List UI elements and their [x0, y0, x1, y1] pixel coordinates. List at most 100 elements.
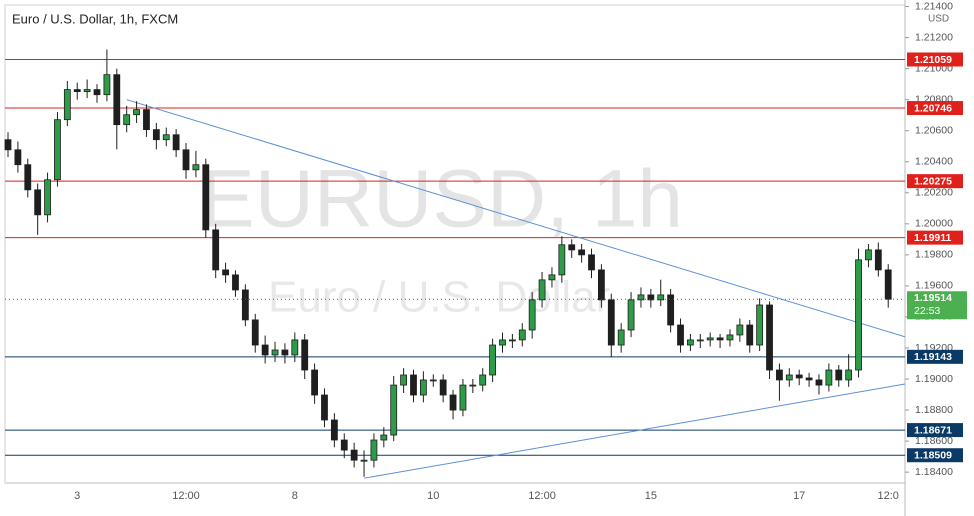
- candle-body: [202, 164, 210, 231]
- x-tick-label: 12:0: [877, 490, 898, 502]
- level-label-box: [907, 448, 963, 463]
- candle-body: [489, 344, 497, 376]
- candle-body: [73, 89, 81, 92]
- candle-body: [271, 349, 279, 356]
- candle-body: [785, 374, 793, 381]
- candle-body: [805, 377, 813, 381]
- candle-body: [360, 459, 368, 462]
- candle-body: [736, 324, 744, 336]
- candle-body: [63, 89, 71, 121]
- trendline: [126, 99, 906, 338]
- candle-body: [815, 379, 823, 386]
- candle-body: [588, 254, 595, 271]
- level-label: 1.20275: [914, 175, 952, 187]
- candle-body: [311, 369, 318, 396]
- candle-body: [449, 394, 457, 411]
- chart-title: Euro / U.S. Dollar, 1h, FXCM: [12, 11, 178, 26]
- candle-body: [825, 369, 833, 386]
- candle-body: [291, 339, 299, 356]
- candle-body: [133, 109, 140, 116]
- candle-body: [726, 334, 734, 341]
- candle-body: [34, 189, 42, 216]
- candle-body: [390, 384, 398, 436]
- x-tick-label: 17: [793, 490, 805, 502]
- y-tick-label: 1.21200: [915, 31, 953, 43]
- candle-body: [568, 244, 576, 251]
- watermark-subtitle: Euro / U.S. Dollar: [268, 273, 610, 322]
- candle-body: [855, 259, 862, 371]
- level-label: 1.21059: [914, 54, 952, 66]
- candle-body: [4, 139, 12, 151]
- level-label-box: [907, 101, 963, 116]
- candle-body: [508, 339, 516, 342]
- candle-body: [439, 379, 447, 396]
- level-label-box: [907, 174, 963, 189]
- candle-body: [617, 329, 625, 346]
- candle-body: [380, 434, 388, 441]
- y-tick-label: 1.19000: [915, 373, 953, 385]
- candle-body: [706, 337, 714, 341]
- y-tick-label: 1.20000: [915, 218, 953, 230]
- candle-body: [162, 134, 170, 141]
- y-tick-label: 1.21400: [915, 0, 953, 12]
- candle-body: [182, 149, 190, 171]
- candle-body: [14, 149, 22, 166]
- candle-body: [479, 374, 487, 386]
- y-tick-label: 1.20200: [915, 187, 953, 199]
- candle-body: [340, 439, 348, 451]
- candle-body: [607, 299, 615, 346]
- x-tick-label: 12:00: [528, 490, 556, 502]
- candle-body: [350, 449, 358, 461]
- candle-body: [459, 384, 467, 411]
- last-price-box: [907, 291, 967, 320]
- level-label: 1.19143: [914, 351, 952, 363]
- candle-body: [746, 324, 754, 346]
- candle-body: [212, 229, 220, 271]
- level-label-box: [907, 52, 963, 67]
- y-tick-label: 1.19800: [915, 249, 953, 261]
- candle-body: [835, 369, 843, 381]
- last-price-label: 1.19514: [914, 292, 952, 304]
- level-label-box: [907, 349, 963, 364]
- x-tick-label: 12:00: [172, 490, 200, 502]
- candle-body: [795, 374, 803, 379]
- candle-body: [429, 379, 437, 382]
- candle-body: [667, 294, 675, 326]
- candle-body: [845, 369, 853, 381]
- candle-body: [657, 294, 665, 301]
- candle-body: [528, 299, 536, 331]
- candle-body: [83, 89, 91, 92]
- level-label: 1.19911: [914, 232, 952, 244]
- x-tick-label: 10: [427, 490, 439, 502]
- candle-body: [756, 304, 764, 346]
- candle-body: [874, 249, 882, 271]
- candle-body: [598, 269, 605, 301]
- candle-body: [251, 319, 259, 346]
- candle-body: [321, 394, 328, 421]
- candle-body: [578, 249, 586, 256]
- candle-body: [677, 324, 684, 346]
- y-tick-label: 1.18800: [915, 404, 953, 416]
- y-tick-label: 1.18600: [915, 435, 953, 447]
- candle-body: [538, 279, 546, 301]
- level-label: 1.18671: [914, 424, 952, 436]
- trendline: [363, 383, 906, 479]
- y-tick-label: 1.19600: [915, 280, 953, 292]
- candle-body: [222, 269, 229, 276]
- candle-body: [776, 369, 783, 381]
- candle-body: [884, 269, 892, 300]
- level-label: 1.18509: [914, 450, 952, 462]
- candle-body: [123, 114, 131, 126]
- countdown-label: 22:53: [914, 305, 940, 317]
- candle-body: [232, 274, 239, 291]
- candle-body: [281, 349, 289, 356]
- candle-body: [152, 129, 160, 141]
- candle-body: [113, 74, 121, 126]
- candle-body: [93, 89, 101, 96]
- candle-body: [419, 379, 427, 396]
- candle-body: [518, 329, 526, 341]
- candle-body: [301, 339, 309, 371]
- candle-body: [627, 299, 635, 331]
